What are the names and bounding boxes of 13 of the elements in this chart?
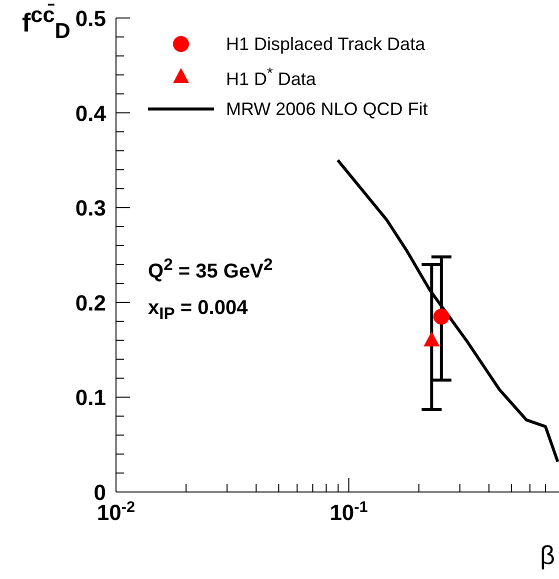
y-tick-label: 0.2 [75, 290, 106, 316]
x-tick-label: 10$^{-1}$ [330, 498, 368, 525]
annotation: x$_{IP}$ = 0.004 [148, 297, 248, 324]
annotation: Q$^{2}$ = 35 GeV$^{2}$ [148, 255, 273, 284]
y-tick-label: 0.3 [75, 196, 106, 221]
legend-label: MRW 2006 NLO QCD Fit [226, 98, 428, 121]
legend-label: H1 D$^{*}$ Data [226, 64, 316, 91]
y-tick-label: 0 [94, 480, 106, 505]
legend-label: H1 Displaced Track Data [226, 33, 426, 56]
y-tick-label: 0.4 [75, 100, 107, 126]
y-tick-label: 0.5 [75, 6, 106, 31]
x-axis-title: β [540, 540, 555, 571]
y-tick-label: 0.1 [75, 385, 106, 410]
